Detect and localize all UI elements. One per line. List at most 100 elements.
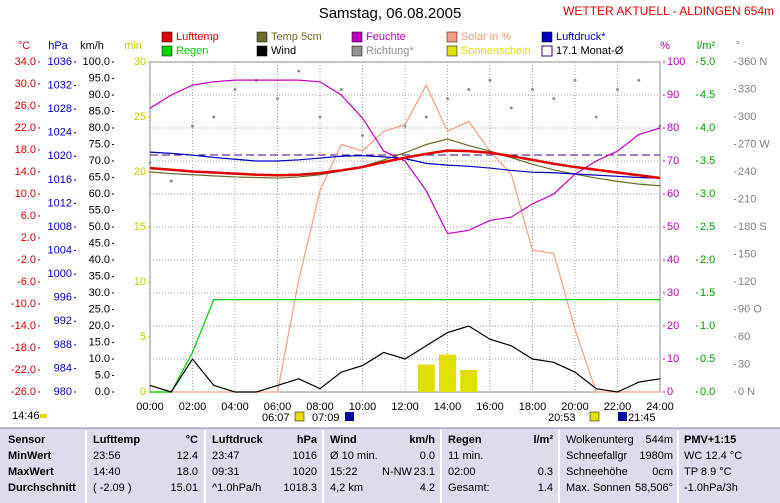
y-tick-label: 1000 bbox=[48, 268, 72, 280]
series-line bbox=[149, 149, 661, 180]
y-tick-label: 35.0 bbox=[89, 270, 110, 282]
y-tick-label: 55.0 bbox=[89, 204, 110, 216]
y-tick-label: 1012 bbox=[48, 197, 72, 209]
y-tick-label: 210 bbox=[738, 193, 756, 205]
legend-swatch bbox=[256, 31, 268, 43]
series-dot bbox=[594, 115, 598, 119]
y-tick-label: -14.0 bbox=[11, 320, 36, 332]
series-dot bbox=[297, 69, 301, 73]
series-dot bbox=[424, 115, 428, 119]
y-tick-label: 992 bbox=[54, 315, 72, 327]
moon-icon bbox=[345, 412, 354, 421]
y-tick-label: 95.0 bbox=[89, 72, 110, 84]
y-tick-label: 996 bbox=[54, 292, 72, 304]
y-tick-label: 0 bbox=[667, 386, 673, 398]
y-tick-label: -18.0 bbox=[11, 342, 36, 354]
axis-unit: % bbox=[660, 40, 670, 52]
cell: 11 min. bbox=[448, 450, 483, 462]
cell: 544m bbox=[645, 434, 673, 446]
series-dot bbox=[637, 78, 641, 82]
y-tick-label: -6.0 bbox=[17, 276, 36, 288]
y-tick-label: 270 W bbox=[738, 138, 770, 150]
y-tick-label: 4.0 bbox=[700, 122, 715, 134]
cell: 02:00 bbox=[448, 466, 476, 478]
y-tick-label: 1.0 bbox=[700, 320, 715, 332]
series-bar bbox=[417, 364, 435, 392]
y-tick-label: 26.0 bbox=[15, 100, 36, 112]
group-title: Wind bbox=[330, 434, 357, 446]
y-tick-label: 90 bbox=[667, 89, 679, 101]
y-tick-label: 1.5 bbox=[700, 287, 715, 299]
axis-unit: km/h bbox=[80, 40, 104, 52]
y-tick-label: 3.5 bbox=[700, 155, 715, 167]
cell: 0.3 bbox=[538, 466, 553, 478]
y-tick-label: 75.0 bbox=[89, 138, 110, 150]
series-line bbox=[150, 299, 660, 393]
cell: 0.0 bbox=[420, 450, 435, 462]
legend-label: Richtung* bbox=[366, 45, 414, 57]
y-tick-label: 6.0 bbox=[21, 210, 36, 222]
y-tick-label: 300 bbox=[738, 111, 756, 123]
y-tick-label: 5.0 bbox=[700, 56, 715, 68]
row-label: Sensor bbox=[8, 434, 46, 446]
series-dot bbox=[212, 115, 216, 119]
annotation: 06:07 bbox=[262, 412, 290, 424]
y-tick-label: 4.5 bbox=[700, 89, 715, 101]
cell: 1.4 bbox=[538, 482, 553, 494]
cell: 1980m bbox=[639, 450, 673, 462]
legend-swatch bbox=[446, 45, 458, 57]
x-tick-label: 04:00 bbox=[221, 401, 249, 413]
y-tick-label: 10.0 bbox=[15, 188, 36, 200]
y-tick-label: 50.0 bbox=[89, 221, 110, 233]
y-tick-label: 5.0 bbox=[95, 369, 110, 381]
cell: 18.0 bbox=[177, 466, 198, 478]
cell: 58,506° bbox=[635, 482, 673, 494]
y-tick-label: 0 bbox=[140, 386, 146, 398]
y-tick-label: 0.0 bbox=[700, 386, 715, 398]
row-label: Durchschnitt bbox=[8, 482, 76, 494]
y-tick-label: 60 bbox=[667, 188, 679, 200]
cell: Schneefallgr bbox=[566, 450, 627, 462]
cell: ( -2.09 ) bbox=[93, 482, 132, 494]
row-label: MaxWert bbox=[8, 466, 54, 478]
series-dot bbox=[467, 88, 471, 91]
legend-swatch bbox=[541, 45, 553, 57]
x-tick-label: 12:00 bbox=[391, 401, 419, 413]
cell: 23:47 bbox=[212, 450, 240, 462]
y-tick-label: 3.0 bbox=[700, 188, 715, 200]
cell: Schneehöhe bbox=[566, 466, 628, 478]
y-tick-label: 60 bbox=[738, 331, 750, 343]
y-tick-label: 40 bbox=[667, 254, 679, 266]
series-dot bbox=[318, 115, 322, 119]
x-tick-label: 14:00 bbox=[434, 401, 462, 413]
series-dot bbox=[552, 97, 556, 101]
series-dot bbox=[276, 97, 279, 101]
y-tick-label: -2.0 bbox=[17, 254, 36, 266]
y-tick-label: 150 bbox=[738, 248, 756, 260]
series-bar bbox=[439, 354, 456, 392]
cell: TP 8.9 °C bbox=[684, 466, 732, 478]
y-tick-label: 330 bbox=[738, 83, 756, 95]
cell: 14:40 bbox=[93, 466, 121, 478]
cell: 1018.3 bbox=[283, 482, 317, 494]
x-tick-label: 08:00 bbox=[306, 401, 334, 413]
legend-label: Temp 5cm bbox=[271, 31, 322, 43]
legend-swatch bbox=[256, 45, 268, 57]
y-tick-label: -26.0 bbox=[11, 386, 36, 398]
y-tick-label: 10.0 bbox=[89, 353, 110, 365]
legend-swatch bbox=[161, 31, 173, 43]
y-tick-label: 120 bbox=[738, 276, 756, 288]
series-dot bbox=[339, 88, 343, 91]
y-tick-label: 22.0 bbox=[15, 122, 36, 134]
legend-label: Lufttemp bbox=[176, 31, 219, 43]
series-dot bbox=[446, 97, 449, 101]
cell: 1020 bbox=[293, 466, 317, 478]
series-dot bbox=[573, 78, 577, 82]
y-tick-label: 1024 bbox=[48, 127, 72, 139]
y-tick-label: 30 bbox=[667, 287, 679, 299]
axis-unit: min bbox=[124, 40, 142, 52]
y-tick-label: 34.0 bbox=[15, 56, 36, 68]
series-dot bbox=[509, 106, 513, 110]
